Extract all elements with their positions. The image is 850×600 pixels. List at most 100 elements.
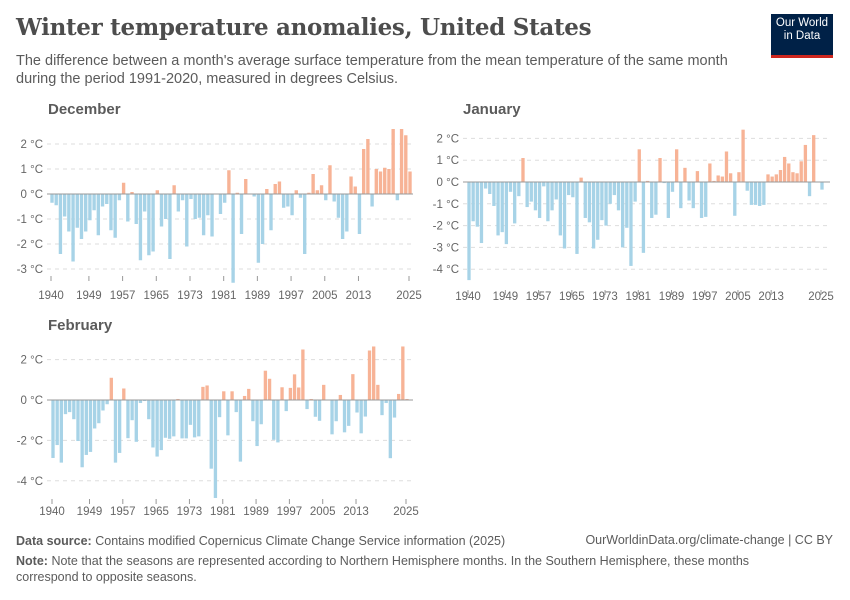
bar-2011 (347, 400, 351, 426)
bar-2015 (778, 170, 783, 182)
x-tick-label: 1957 (110, 506, 136, 518)
bar-1977 (206, 194, 210, 216)
y-tick-label: -4 °C (17, 476, 43, 488)
bar-2022 (395, 194, 400, 201)
bar-2016 (782, 156, 787, 182)
bar-2024 (404, 135, 408, 194)
bar-1995 (695, 171, 700, 182)
bar-2016 (367, 350, 372, 400)
x-tick-label: 1949 (76, 290, 102, 302)
bar-1963 (562, 182, 567, 249)
source-link[interactable]: OurWorldinData.org/climate-change | CC B… (585, 533, 833, 547)
bar-1949 (88, 400, 93, 452)
x-tick-label: 1965 (559, 291, 585, 303)
bar-2022 (392, 400, 397, 418)
y-tick-label: -3 °C (433, 242, 459, 254)
y-tick-label: -2 °C (17, 239, 43, 251)
bar-2000 (716, 175, 720, 182)
bar-1950 (508, 182, 513, 192)
bar-2012 (766, 174, 770, 182)
bar-1978 (209, 400, 213, 469)
bar-2001 (720, 176, 724, 182)
bar-1975 (197, 400, 201, 437)
bar-1941 (55, 400, 59, 446)
bar-1945 (488, 182, 492, 194)
x-tick-label: 2005 (312, 290, 338, 302)
bar-2020 (799, 161, 803, 182)
y-tick-label: -1 °C (433, 199, 459, 211)
bar-1954 (525, 182, 529, 208)
bar-1953 (521, 158, 525, 182)
bar-1960 (550, 182, 554, 211)
bar-1978 (210, 194, 214, 237)
x-tick-label: 2025 (393, 506, 419, 518)
bar-1943 (479, 182, 484, 244)
bar-1979 (629, 182, 633, 266)
bar-1968 (583, 182, 587, 218)
bar-1961 (138, 400, 143, 404)
bar-1985 (239, 194, 244, 234)
bar-1957 (121, 182, 126, 194)
y-tick-label: 0 °C (437, 177, 460, 189)
bar-1994 (276, 400, 280, 443)
bar-1956 (533, 182, 538, 211)
bar-2020 (384, 400, 388, 404)
bar-1974 (192, 400, 197, 438)
bar-1994 (277, 181, 282, 194)
bar-1958 (542, 182, 546, 187)
bar-1989 (670, 182, 675, 192)
bar-1950 (92, 400, 97, 429)
bar-1971 (596, 182, 600, 240)
bar-1967 (164, 194, 168, 219)
bar-1952 (517, 182, 521, 197)
bar-1940 (51, 400, 55, 458)
bar-1970 (591, 182, 596, 249)
bar-1959 (130, 400, 134, 421)
bar-1962 (558, 182, 563, 236)
x-tick-label: 1973 (592, 291, 618, 303)
source-label: Data source: (16, 534, 92, 548)
bar-1999 (297, 387, 301, 400)
bar-1947 (80, 400, 84, 468)
bar-1947 (79, 194, 84, 239)
x-tick-label: 2013 (343, 506, 369, 518)
bar-1997 (288, 387, 293, 400)
owid-logo[interactable]: Our World in Data (771, 14, 833, 58)
bar-1945 (71, 194, 75, 262)
bar-1967 (163, 400, 168, 438)
y-tick-label: -2 °C (433, 221, 459, 233)
bar-2003 (315, 190, 320, 194)
bar-1970 (176, 398, 180, 400)
bar-1989 (256, 194, 261, 263)
bar-1983 (645, 180, 650, 182)
bar-2001 (305, 400, 309, 410)
bar-2018 (378, 171, 383, 194)
bar-1962 (142, 400, 147, 402)
bar-2009 (338, 394, 343, 400)
note-text: Note that the seasons are represented ac… (16, 554, 750, 584)
bar-2001 (307, 192, 311, 194)
x-tick-label: 1981 (211, 290, 237, 302)
bar-1985 (238, 400, 243, 462)
y-tick-label: 2 °C (21, 139, 44, 151)
x-tick-label: 1957 (110, 290, 136, 302)
bar-1991 (263, 370, 268, 400)
bar-1982 (226, 400, 230, 436)
bar-1969 (172, 185, 176, 194)
bar-1981 (222, 391, 226, 400)
bar-1957 (537, 182, 542, 218)
bar-1977 (621, 182, 625, 248)
bar-2025 (405, 398, 409, 400)
bar-1991 (265, 189, 269, 194)
bar-2002 (311, 174, 315, 194)
bar-1971 (180, 194, 185, 201)
bar-1998 (292, 374, 297, 400)
bar-1980 (633, 182, 637, 202)
bar-1986 (658, 158, 662, 182)
x-tick-label: 1981 (625, 291, 651, 303)
bar-1991 (679, 182, 683, 209)
bar-1983 (230, 391, 234, 400)
bar-1975 (197, 194, 202, 218)
x-tick-label: 1965 (143, 506, 169, 518)
